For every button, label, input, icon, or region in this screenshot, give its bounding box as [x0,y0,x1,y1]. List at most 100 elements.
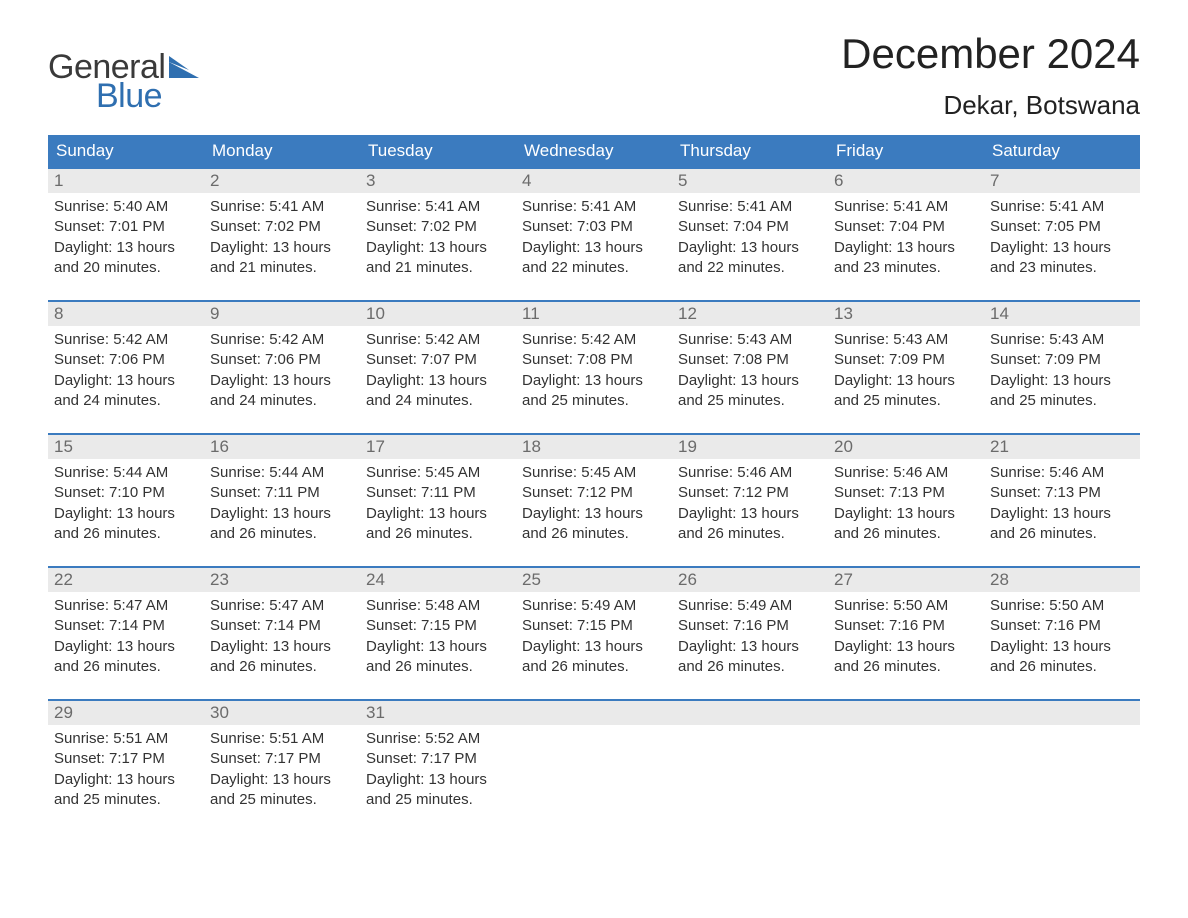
weekday-monday: Monday [204,135,360,167]
day-cell: Sunrise: 5:52 AMSunset: 7:17 PMDaylight:… [360,725,516,832]
daylight-line-1: Daylight: 13 hours [522,504,666,524]
sunrise-line: Sunrise: 5:41 AM [834,197,978,217]
daylight-line-1: Daylight: 13 hours [366,238,510,258]
daylight-line-2: and 25 minutes. [834,391,978,411]
sunrise-line: Sunrise: 5:42 AM [366,330,510,350]
day-number-strip: 22232425262728 [48,568,1140,592]
day-cell: Sunrise: 5:46 AMSunset: 7:13 PMDaylight:… [984,459,1140,566]
flag-icon [169,56,199,78]
daylight-line-2: and 24 minutes. [54,391,198,411]
daylight-line-2: and 23 minutes. [990,258,1134,278]
day-cell: Sunrise: 5:43 AMSunset: 7:09 PMDaylight:… [828,326,984,433]
day-number: 1 [48,169,204,193]
daylight-line-2: and 24 minutes. [366,391,510,411]
daylight-line-2: and 22 minutes. [678,258,822,278]
sunset-line: Sunset: 7:05 PM [990,217,1134,237]
daylight-line-1: Daylight: 13 hours [834,504,978,524]
sunset-line: Sunset: 7:16 PM [678,616,822,636]
sunset-line: Sunset: 7:17 PM [54,749,198,769]
daylight-line-1: Daylight: 13 hours [54,770,198,790]
daylight-line-1: Daylight: 13 hours [366,770,510,790]
day-cell: Sunrise: 5:41 AMSunset: 7:02 PMDaylight:… [360,193,516,300]
day-number-strip: 1234567 [48,169,1140,193]
day-body-row: Sunrise: 5:40 AMSunset: 7:01 PMDaylight:… [48,193,1140,300]
sunset-line: Sunset: 7:09 PM [834,350,978,370]
day-body-row: Sunrise: 5:47 AMSunset: 7:14 PMDaylight:… [48,592,1140,699]
sunset-line: Sunset: 7:09 PM [990,350,1134,370]
daylight-line-2: and 26 minutes. [210,657,354,677]
day-cell: Sunrise: 5:41 AMSunset: 7:04 PMDaylight:… [828,193,984,300]
sunrise-line: Sunrise: 5:48 AM [366,596,510,616]
sunrise-line: Sunrise: 5:46 AM [990,463,1134,483]
daylight-line-2: and 26 minutes. [54,657,198,677]
week-row: 22232425262728Sunrise: 5:47 AMSunset: 7:… [48,566,1140,699]
sunrise-line: Sunrise: 5:50 AM [834,596,978,616]
daylight-line-2: and 26 minutes. [990,524,1134,544]
day-cell: Sunrise: 5:41 AMSunset: 7:04 PMDaylight:… [672,193,828,300]
daylight-line-1: Daylight: 13 hours [678,238,822,258]
daylight-line-1: Daylight: 13 hours [990,238,1134,258]
daylight-line-1: Daylight: 13 hours [990,504,1134,524]
daylight-line-1: Daylight: 13 hours [366,504,510,524]
daylight-line-2: and 26 minutes. [834,657,978,677]
day-number: 27 [828,568,984,592]
daylight-line-2: and 24 minutes. [210,391,354,411]
daylight-line-2: and 25 minutes. [366,790,510,810]
daylight-line-1: Daylight: 13 hours [210,770,354,790]
sunset-line: Sunset: 7:03 PM [522,217,666,237]
sunrise-line: Sunrise: 5:50 AM [990,596,1134,616]
sunrise-line: Sunrise: 5:41 AM [522,197,666,217]
day-body-row: Sunrise: 5:42 AMSunset: 7:06 PMDaylight:… [48,326,1140,433]
daylight-line-1: Daylight: 13 hours [366,371,510,391]
page-title: December 2024 [841,30,1140,78]
day-number: 19 [672,435,828,459]
day-number: 16 [204,435,360,459]
sunset-line: Sunset: 7:06 PM [210,350,354,370]
day-number: 30 [204,701,360,725]
sunrise-line: Sunrise: 5:41 AM [210,197,354,217]
day-cell: Sunrise: 5:43 AMSunset: 7:09 PMDaylight:… [984,326,1140,433]
week-row: 15161718192021Sunrise: 5:44 AMSunset: 7:… [48,433,1140,566]
weekday-sunday: Sunday [48,135,204,167]
day-cell: Sunrise: 5:42 AMSunset: 7:06 PMDaylight:… [204,326,360,433]
daylight-line-2: and 23 minutes. [834,258,978,278]
sunset-line: Sunset: 7:15 PM [522,616,666,636]
daylight-line-2: and 25 minutes. [678,391,822,411]
day-cell: Sunrise: 5:43 AMSunset: 7:08 PMDaylight:… [672,326,828,433]
sunrise-line: Sunrise: 5:47 AM [210,596,354,616]
sunset-line: Sunset: 7:13 PM [990,483,1134,503]
sunset-line: Sunset: 7:16 PM [834,616,978,636]
sunrise-line: Sunrise: 5:51 AM [210,729,354,749]
weekday-thursday: Thursday [672,135,828,167]
day-cell: Sunrise: 5:46 AMSunset: 7:12 PMDaylight:… [672,459,828,566]
sunrise-line: Sunrise: 5:47 AM [54,596,198,616]
daylight-line-1: Daylight: 13 hours [54,637,198,657]
day-number: 31 [360,701,516,725]
sunset-line: Sunset: 7:14 PM [210,616,354,636]
daylight-line-2: and 20 minutes. [54,258,198,278]
day-cell: Sunrise: 5:42 AMSunset: 7:08 PMDaylight:… [516,326,672,433]
week-row: 1234567Sunrise: 5:40 AMSunset: 7:01 PMDa… [48,167,1140,300]
daylight-line-1: Daylight: 13 hours [522,371,666,391]
daylight-line-1: Daylight: 13 hours [990,637,1134,657]
day-number: 8 [48,302,204,326]
weeks-container: 1234567Sunrise: 5:40 AMSunset: 7:01 PMDa… [48,167,1140,832]
weekday-wednesday: Wednesday [516,135,672,167]
sunset-line: Sunset: 7:10 PM [54,483,198,503]
daylight-line-1: Daylight: 13 hours [834,238,978,258]
day-cell: Sunrise: 5:41 AMSunset: 7:03 PMDaylight:… [516,193,672,300]
daylight-line-1: Daylight: 13 hours [210,637,354,657]
sunset-line: Sunset: 7:08 PM [678,350,822,370]
daylight-line-1: Daylight: 13 hours [210,371,354,391]
calendar: Sunday Monday Tuesday Wednesday Thursday… [48,135,1140,832]
day-number [828,701,984,725]
day-number: 29 [48,701,204,725]
day-cell: Sunrise: 5:45 AMSunset: 7:11 PMDaylight:… [360,459,516,566]
day-number: 3 [360,169,516,193]
weekday-saturday: Saturday [984,135,1140,167]
header-bar: General Blue December 2024 Dekar, Botswa… [48,30,1140,121]
day-number [672,701,828,725]
sunset-line: Sunset: 7:17 PM [366,749,510,769]
day-number [984,701,1140,725]
daylight-line-2: and 22 minutes. [522,258,666,278]
